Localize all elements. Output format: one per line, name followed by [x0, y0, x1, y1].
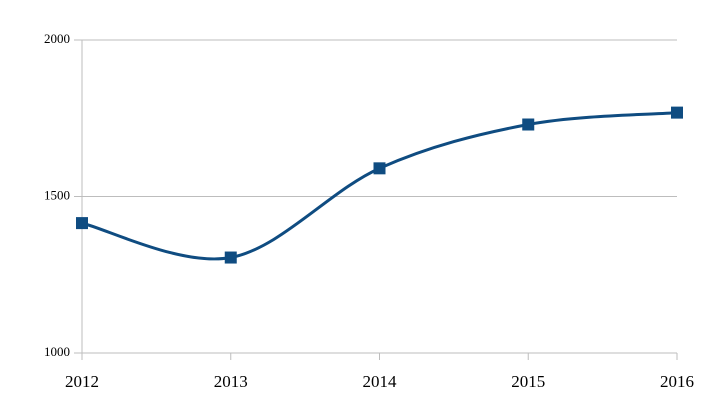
x-tick-label: 2015 — [511, 372, 545, 391]
line — [81, 111, 678, 261]
x-tick-label: 2016 — [660, 372, 694, 391]
marker — [224, 251, 237, 264]
marker — [671, 106, 683, 119]
marker — [76, 217, 88, 230]
y-tick-label: 1500 — [44, 187, 70, 202]
x-tick-label: 2013 — [214, 372, 248, 391]
x-tick-label: 2012 — [65, 372, 99, 391]
y-tick-label: 1000 — [44, 344, 70, 359]
marker — [373, 162, 386, 175]
marker — [522, 118, 535, 131]
x-tick-label: 2014 — [363, 372, 398, 391]
y-tick-label: 2000 — [44, 31, 70, 46]
